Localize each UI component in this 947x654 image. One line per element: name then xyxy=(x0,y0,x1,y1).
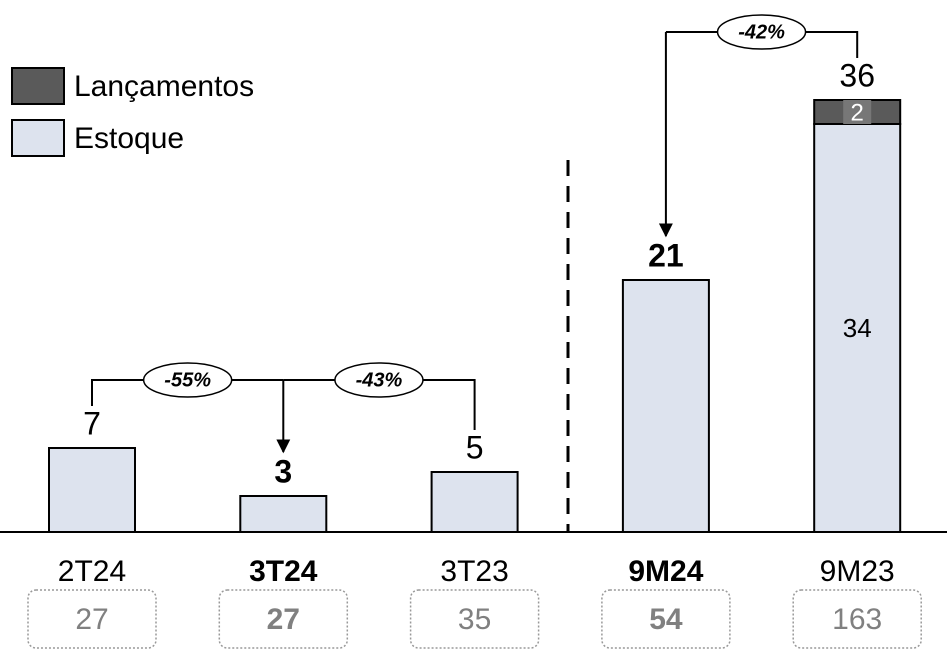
footer-box xyxy=(27,589,157,649)
footer-value: 27 xyxy=(75,603,108,636)
legend-swatch xyxy=(11,67,65,105)
bar-segment xyxy=(48,447,136,533)
bar-segment xyxy=(430,471,519,533)
footer-box xyxy=(601,589,731,649)
total-label: 3 xyxy=(274,453,292,489)
footer-value: 54 xyxy=(649,603,683,636)
total-label: 7 xyxy=(83,405,101,441)
bar-segment xyxy=(621,279,710,533)
comparison-label: -42% xyxy=(738,21,785,43)
comparison-label: -43% xyxy=(356,369,403,391)
x-tick-label: 2T24 xyxy=(58,555,126,588)
footer-box xyxy=(409,589,540,649)
total-label: 36 xyxy=(839,57,875,93)
segment-label-bg xyxy=(843,100,872,124)
comparison-badge xyxy=(716,14,807,50)
footer-box xyxy=(218,589,349,649)
comparison-badge xyxy=(142,362,233,398)
segment-label: 34 xyxy=(843,313,872,343)
footer-value: 163 xyxy=(832,603,882,636)
legend-label: Lançamentos xyxy=(74,70,254,103)
legend-swatch xyxy=(11,119,65,157)
x-tick-label: 9M23 xyxy=(820,555,895,588)
comparison-badge xyxy=(334,362,424,398)
total-label: 5 xyxy=(466,429,484,465)
x-tick-label: 3T24 xyxy=(249,555,318,588)
bar-segment xyxy=(239,495,328,533)
segment-label: 2 xyxy=(851,99,864,126)
total-label: 21 xyxy=(648,237,684,273)
legend-label: Estoque xyxy=(74,122,184,155)
comparison-label: -55% xyxy=(164,369,211,391)
x-tick-label: 3T23 xyxy=(440,555,508,588)
footer-box xyxy=(792,589,922,649)
bar-segment xyxy=(813,123,902,533)
footer-value: 35 xyxy=(458,603,491,636)
x-tick-label: 9M24 xyxy=(628,555,703,588)
footer-value: 27 xyxy=(267,603,300,636)
